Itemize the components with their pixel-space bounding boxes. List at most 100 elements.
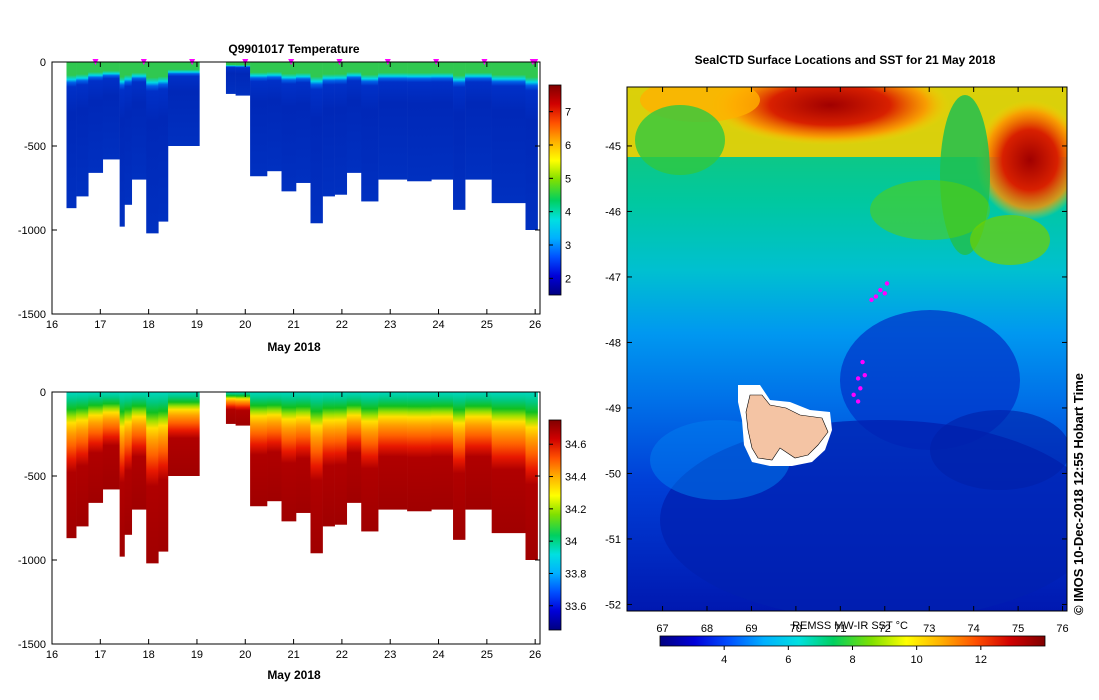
map-ytick-label: -47 — [605, 272, 621, 284]
temperature-profile-25 — [465, 62, 492, 180]
salinity-ytick-label: -500 — [24, 471, 46, 483]
map-xtick-label: 72 — [879, 623, 891, 635]
seal-positions — [851, 281, 890, 404]
temperature-xtick-label: 20 — [239, 319, 251, 331]
salinity-colorbar — [548, 419, 562, 631]
temperature-profile-2 — [88, 62, 104, 173]
salinity-profiles — [66, 392, 538, 564]
salinity-profile-19 — [346, 392, 362, 503]
temperature-profile-24 — [453, 62, 466, 210]
temperature-ytick-label: -1000 — [18, 225, 46, 237]
sst-map-panel: SealCTD Surface Locations and SST for 21… — [605, 53, 1069, 666]
map-xtick-label: 69 — [745, 623, 757, 635]
salinity-profile-25 — [465, 392, 492, 510]
map-ytick-label: -51 — [605, 534, 621, 546]
temperature-ytick-label: -1500 — [18, 309, 46, 321]
temperature-profile-19 — [346, 62, 362, 173]
seal-position-point — [873, 294, 879, 299]
sst-colorbar — [659, 635, 1046, 647]
seal-position-point — [855, 376, 861, 381]
temperature-profile-3 — [102, 62, 120, 160]
salinity-xtick-label: 22 — [336, 649, 348, 661]
salinity-xtick-label: 20 — [239, 649, 251, 661]
sst-cb-label: 8 — [849, 654, 855, 666]
temperature-xtick-label: 19 — [191, 319, 203, 331]
temperature-profile-12 — [250, 62, 268, 177]
temperature-cb-label: 6 — [565, 140, 571, 152]
temperature-xtick-label: 22 — [336, 319, 348, 331]
temperature-profile-7 — [146, 62, 159, 234]
salinity-profile-21 — [378, 392, 408, 510]
salinity-profile-27 — [525, 392, 538, 560]
salinity-profile-9 — [167, 392, 200, 476]
salinity-xtick-label: 17 — [94, 649, 106, 661]
salinity-profile-11 — [235, 392, 251, 426]
temperature-xticks: 16 17 18 19 20 21 22 23 24 25 26 — [46, 62, 541, 331]
map-xtick-label: 67 — [656, 623, 668, 635]
salinity-profile-26 — [491, 392, 526, 534]
map-ytick-label: -50 — [605, 468, 621, 480]
temperature-cb-label: 3 — [565, 240, 571, 252]
map-ytick-label: -48 — [605, 337, 621, 349]
temperature-profile-11 — [235, 62, 251, 96]
temperature-xtick-label: 24 — [432, 319, 444, 331]
temperature-profiles — [66, 62, 538, 234]
temperature-profile-18 — [334, 62, 348, 195]
salinity-panel: 0 -500 -1000 -1500 16 17 18 19 20 21 22 23 24 25 26 M… — [18, 387, 587, 682]
temperature-panel: Q9901017 Temperature 0-500-1000-1500 16 1… — [18, 42, 571, 354]
temperature-profile-17 — [322, 62, 335, 197]
salinity-xtick-label: 23 — [384, 649, 396, 661]
salinity-xticks: 16 17 18 19 20 21 22 23 24 25 26 — [46, 392, 541, 661]
sst-cb-label: 4 — [721, 654, 727, 666]
temperature-profile-9 — [167, 62, 200, 146]
temperature-profile-1 — [76, 62, 89, 197]
salinity-profile-8 — [158, 392, 169, 552]
salinity-colorbar-ticks: 33.6 33.8 34 34.2 34.4 34.6 — [549, 439, 586, 613]
map-ytick-label: -46 — [605, 206, 621, 218]
temperature-profile-27 — [525, 62, 538, 230]
sst-map-title: SealCTD Surface Locations and SST for 21… — [695, 53, 996, 67]
salinity-xtick-label: 19 — [191, 649, 203, 661]
temperature-ytick-label: 0 — [40, 57, 46, 69]
temperature-profile-23 — [431, 62, 454, 180]
map-xtick-label: 70 — [790, 623, 802, 635]
credit-text: © IMOS 10-Dec-2018 12:55 Hobart Time — [1071, 373, 1086, 615]
salinity-cb-label: 33.8 — [565, 568, 586, 580]
seal-position-point — [878, 287, 883, 293]
salinity-profile-13 — [267, 392, 282, 502]
island-landmass — [738, 385, 832, 466]
seal-position-point — [860, 359, 865, 365]
temperature-profile-15 — [296, 62, 311, 183]
sst-cb-label: 6 — [785, 654, 791, 666]
salinity-profile-15 — [296, 392, 311, 513]
temperature-profile-0 — [66, 62, 77, 209]
temperature-profile-10 — [225, 62, 236, 94]
salinity-ytick-label: -1500 — [18, 639, 46, 651]
salinity-profile-6 — [131, 392, 147, 510]
salinity-profile-5 — [124, 392, 133, 535]
salinity-profile-3 — [102, 392, 120, 490]
temperature-xtick-label: 21 — [287, 319, 299, 331]
temperature-colorbar-ticks: 2 3 4 5 6 7 — [549, 107, 571, 285]
temperature-yticks: 0 -500 -1000 -1500 — [18, 57, 540, 321]
map-ytick-label: -45 — [605, 141, 621, 153]
salinity-profile-14 — [281, 392, 297, 522]
salinity-profile-12 — [250, 392, 268, 507]
sst-cb-label: 12 — [975, 654, 987, 666]
salinity-profile-22 — [407, 392, 432, 512]
temperature-xtick-label: 16 — [46, 319, 58, 331]
map-xtick-label: 73 — [923, 623, 935, 635]
salinity-ytick-label: 0 — [40, 387, 46, 399]
seal-position-point — [851, 392, 856, 398]
sst-map-xticks: 67 68 69 70 71 72 73 74 75 76 — [656, 87, 1069, 635]
temperature-profile-14 — [281, 62, 297, 192]
salinity-cb-label: 34 — [565, 536, 577, 548]
temperature-xtick-label: 23 — [384, 319, 396, 331]
sst-map-frame — [626, 86, 1068, 612]
temperature-xtick-label: 26 — [529, 319, 541, 331]
temperature-xtick-label: 25 — [481, 319, 493, 331]
map-xtick-label: 68 — [701, 623, 713, 635]
temperature-profile-5 — [124, 62, 133, 205]
temperature-ytick-label: -500 — [24, 141, 46, 153]
temperature-profile-4 — [119, 62, 125, 227]
